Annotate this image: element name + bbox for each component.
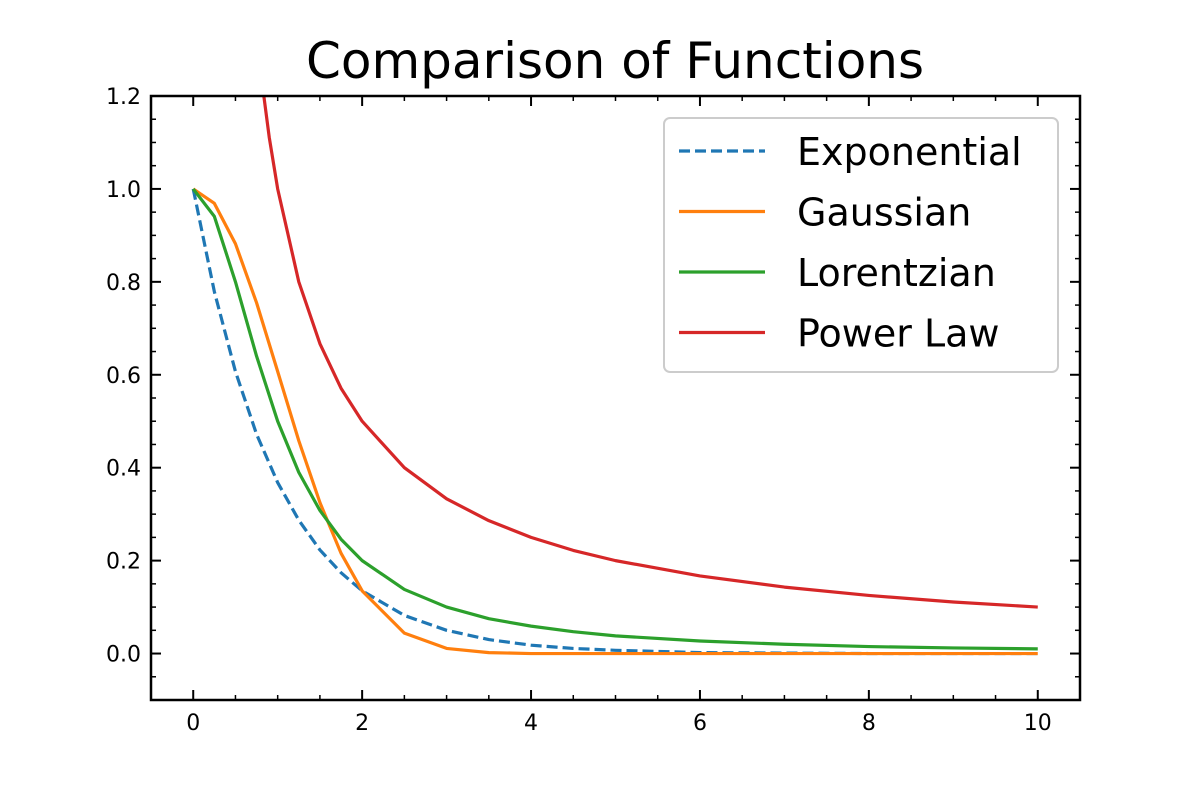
series-line-power-law: [262, 96, 1038, 609]
y-tick-label: 1.2: [106, 85, 141, 110]
series-line-exponential: [191, 188, 1038, 656]
y-tick-label: 0.0: [106, 643, 141, 668]
legend: Exponential Gaussian Lorentzian Power Law: [663, 117, 1059, 373]
x-tick-label: 10: [1024, 711, 1052, 736]
legend-label-gaussian: Gaussian: [797, 191, 971, 235]
series-layer: [191, 96, 1038, 656]
x-tick-label: 2: [355, 711, 369, 736]
legend-label-lorentzian: Lorentzian: [797, 251, 996, 295]
legend-label-exponential: Exponential: [797, 130, 1022, 174]
y-tick-label: 0.6: [106, 364, 141, 389]
legend-label-power-law: Power Law: [797, 312, 1000, 356]
series-line-lorentzian: [191, 187, 1038, 651]
chart-title: Comparison of Functions: [306, 32, 924, 90]
x-tick-label: 8: [862, 711, 876, 736]
y-tick-label: 0.8: [106, 271, 141, 296]
x-tick-label: 4: [524, 711, 538, 736]
y-tick-label: 0.4: [106, 457, 141, 482]
x-tick-label: 6: [693, 711, 707, 736]
plot-frame: [149, 94, 1082, 702]
legend-box: [663, 117, 1059, 373]
y-tick-label: 0.2: [106, 550, 141, 575]
y-tick-label: 1.0: [106, 178, 141, 203]
x-tick-label: 0: [186, 711, 200, 736]
series-line-gaussian: [192, 187, 1038, 656]
tick-labels: 0 2 4 6 8 10 0.0 0.2 0.4 0.6 0.8 1.0 1.2: [106, 85, 1052, 736]
